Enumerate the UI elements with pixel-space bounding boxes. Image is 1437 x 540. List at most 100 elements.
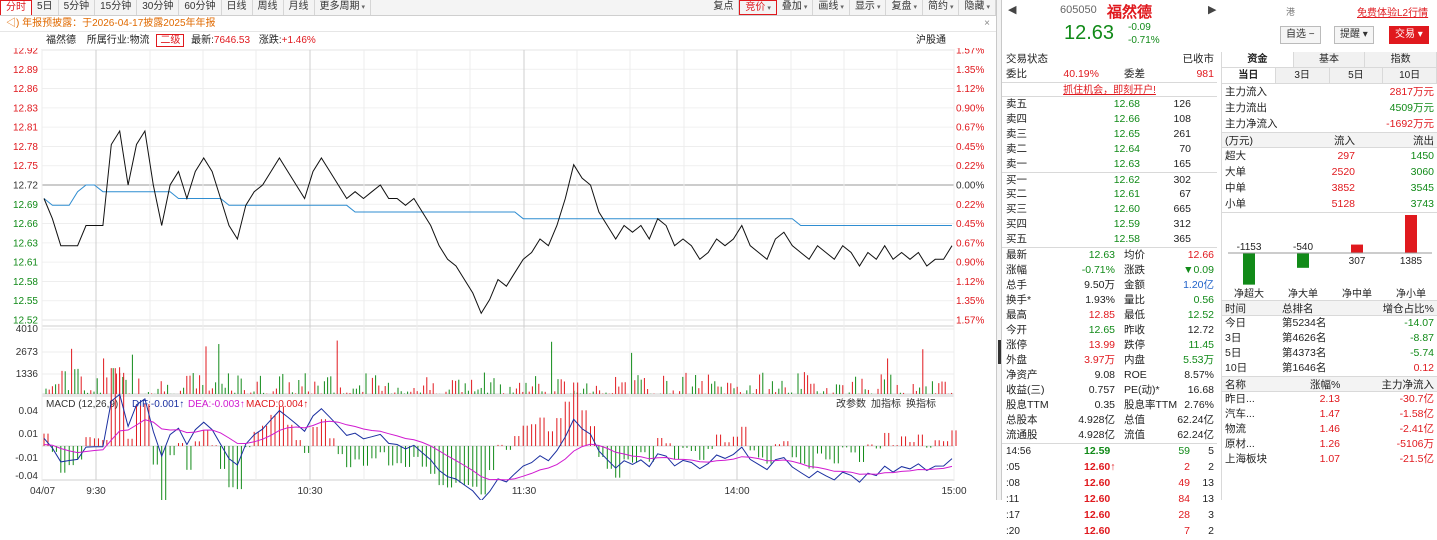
level-label: 卖三 [1006,128,1027,140]
tool-button-0[interactable]: 复点 [708,0,740,15]
price-change: -0.09 [1128,22,1151,33]
size-in: 3852 [1331,182,1355,194]
quote-row: 总手 9.50万 金额 1.20亿 [1002,278,1217,293]
quote-label: 换手* [1006,294,1032,306]
chevron-down-icon: ▾ [840,4,844,11]
level-label: 买五 [1006,233,1027,245]
quote-row: 流通股 4.928亿 流值 62.24亿 [1002,428,1217,443]
period-tab-3[interactable]: 15分钟 [95,0,138,15]
tool-button-label: 竞价 [745,2,766,13]
trade-volume: 7 [1184,525,1190,537]
quote-value: 12.72 [1187,324,1214,336]
quote-value: 12.52 [1187,309,1214,321]
notice-text[interactable]: 年报预披露：于2026-04-17披露2025年年报 [22,18,216,29]
size-in: 5128 [1331,198,1355,210]
watchlist-label: 自选 [1286,29,1306,40]
quote-row: 今开 12.65 昨收 12.72 [1002,323,1217,338]
intraday-chart[interactable]: 12.92 1.57% 12.89 1.35% 12.86 1.12% 12.83 0.90%… [0,48,996,500]
period-tab-1[interactable]: 3日 [1275,68,1330,83]
pct-tick: 0.22% [956,200,984,211]
fund-tab-0[interactable]: 资金 [1222,52,1294,67]
level-price: 12.59 [1113,218,1140,230]
level-badge[interactable]: 二级 [156,34,185,47]
tool-button-7[interactable]: 隐藏 ▾ [959,0,996,15]
watchlist-button[interactable]: 自选 − [1280,26,1321,44]
tool-button-2[interactable]: 叠加 ▾ [777,0,814,15]
chevron-down-icon: ▾ [1362,29,1368,40]
quote-row: 涨幅 -0.71% 涨跌 ▼0.09 [1002,263,1217,278]
period-tab-3[interactable]: 10日 [1383,68,1437,83]
tool-button-1[interactable]: 竞价 ▾ [739,0,777,15]
tool-button-5[interactable]: 复盘 ▾ [886,0,923,15]
trade-button[interactable]: 交易 ▾ [1389,26,1429,44]
fund-tab-2[interactable]: 指数 [1365,52,1437,67]
net-flow-bar [1351,244,1363,253]
pct-tick: 0.45% [956,142,984,153]
alert-button[interactable]: 提醒 ▾ [1334,26,1374,44]
out-header: 流出 [1413,135,1434,147]
status-value: 已收市 [1182,53,1215,65]
period-tab-9[interactable]: 更多周期 ▾ [315,0,372,15]
next-stock-icon[interactable]: ▶ [1208,4,1217,16]
period-tab-7[interactable]: 周线 [253,0,284,15]
price-tick: 12.72 [13,181,38,192]
period-tab-2[interactable]: 5分钟 [59,0,96,15]
open-account-link[interactable]: 抓住机会，即刻开户! [1002,82,1217,97]
quote-label: 股息率TTM [1124,399,1178,411]
level-volume: 126 [1173,98,1191,110]
tool-button-3[interactable]: 画线 ▾ [813,0,850,15]
sector-row[interactable]: 汽车... 1.47 -1.58亿 [1222,407,1437,422]
industry-link[interactable]: 物流 [129,35,150,46]
l2-link[interactable]: 免费体验L2行情 [1357,8,1429,19]
period-tab-4[interactable]: 30分钟 [137,0,180,15]
period-tab-8[interactable]: 月线 [284,0,315,15]
period-tab-1[interactable]: 5日 [32,0,59,15]
sector-row[interactable]: 上海板块 1.07 -21.5亿 [1222,452,1437,467]
notice-bar[interactable]: ◁) 年报预披露：于2026-04-17披露2025年年报 × [0,16,996,32]
sector-row[interactable]: 昨日... 2.13 -30.7亿 [1222,392,1437,407]
quote-value: 12.65 [1088,324,1115,336]
sector-name: 昨日... [1225,393,1255,405]
chevron-down-icon: ▾ [1417,29,1423,40]
prev-stock-icon[interactable]: ◀ [1008,4,1017,16]
stock-name-title: 福然德 [1107,4,1153,21]
price-line [43,129,953,315]
quote-value: 11.45 [1188,339,1215,351]
quote-value: 0.35 [1094,399,1115,411]
quote-label: 今开 [1006,324,1027,336]
chevron-down-icon: ▾ [876,4,881,11]
chevron-down-icon: ▾ [913,4,917,11]
sector-row[interactable]: 原材... 1.26 -5106万 [1222,437,1437,452]
rank-table: 今日 第5234名 -14.07 3日 第4626名 -8.87 5日 第4373名 -5.74… [1222,316,1437,376]
tool-button-6[interactable]: 简约 ▾ [923,0,960,15]
sector-pct: 1.46 [1319,423,1340,435]
panel-splitter[interactable] [996,0,1002,500]
period-tab-6[interactable]: 日线 [222,0,253,15]
period-tab-0[interactable]: 当日 [1222,68,1276,83]
tool-button-label: 简约 [927,1,948,12]
macd-link-1[interactable]: 加指标 [871,397,901,410]
splitter-handle[interactable] [998,340,1001,364]
hgt-link[interactable]: 沪股通 [916,35,946,46]
price-tick: 12.66 [13,219,38,230]
sector-row[interactable]: 物流 1.46 -2.41亿 [1222,422,1437,437]
macd-tick: -0.04 [15,471,38,482]
chevron-down-icon: ▾ [361,4,366,11]
tool-button-4[interactable]: 显示 ▾ [850,0,887,15]
macd-link-2[interactable]: 换指标 [906,397,936,410]
sector-name-header: 名称 [1225,379,1246,391]
price-tick: 12.81 [13,123,38,134]
tool-button-label: 叠加 [781,1,802,12]
period-tab-0[interactable]: 分时 [0,0,32,15]
period-tab-2[interactable]: 5日 [1329,68,1384,83]
quote-row: 涨停 13.99 跌停 11.45 [1002,338,1217,353]
net-flow-label: 净超大 [1234,287,1264,300]
macd-link-0[interactable]: 改参数 [836,397,866,410]
rank-period: 3日 [1225,332,1242,344]
level-price: 12.60 [1113,203,1140,215]
pct-tick: 0.67% [956,238,984,249]
fund-tab-1[interactable]: 基本 [1293,52,1366,67]
period-tab-5[interactable]: 60分钟 [179,0,222,15]
size-in: 297 [1337,150,1355,162]
close-icon[interactable]: × [984,18,990,29]
